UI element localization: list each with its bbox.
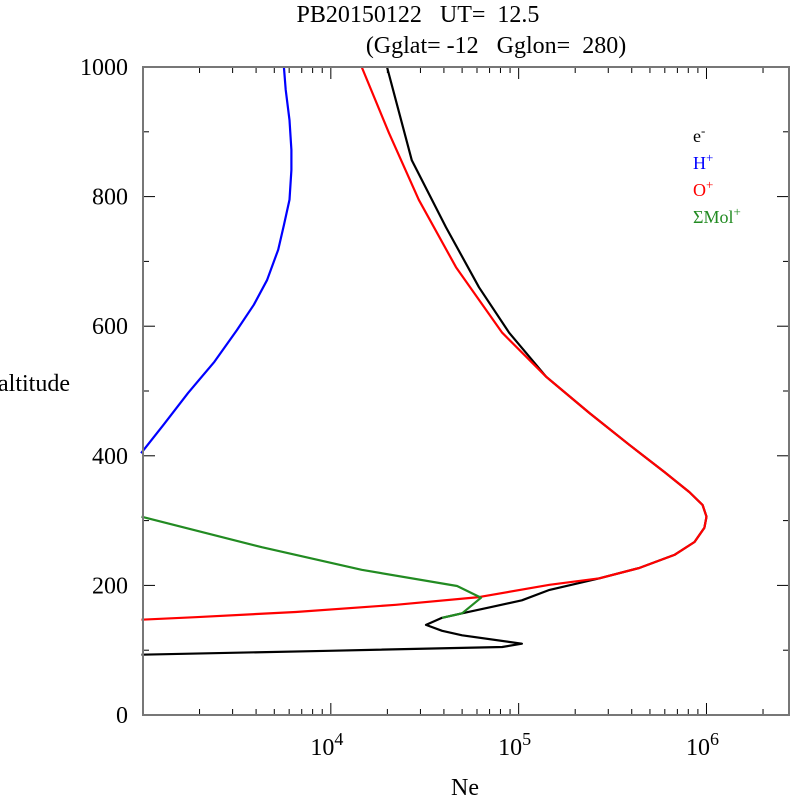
series-line-mol [141,515,483,619]
series-line-e [141,66,708,656]
x-tick-label: 105 [498,729,531,761]
legend-label-sup: - [701,123,705,138]
x-tick-label-base: 10 [686,735,710,761]
legend-label-sup: + [706,177,713,192]
legend-entry-1: e- [693,123,705,146]
chart-title: PB20150122 UT= 12.5 [297,2,540,28]
x-axis-label: Ne [451,775,479,796]
plot-frame [142,66,790,716]
y-tick-label: 200 [92,573,128,599]
legend-label: H [693,153,706,173]
y-tick-label: 600 [92,314,128,340]
y-tick-label: 800 [92,185,128,211]
chart-subtitle: (Gglat= -12 Gglon= 280) [366,33,626,59]
x-tick-label: 106 [686,729,719,761]
legend-entry-4: ΣMol+ [693,204,741,227]
x-tick-labels: 104 105 106 [310,729,719,761]
legend-label-sup: + [733,204,740,219]
x-tick-label-exponent: 5 [522,729,531,749]
y-axis-label: altitude [0,371,70,397]
legend: e-H+O+ΣMol+ [693,123,741,227]
legend-label: ΣMol [693,207,733,227]
x-tick-label-base: 10 [310,735,334,761]
series-line-o [141,66,708,621]
legend-entry-3: O+ [693,177,713,200]
x-tick-label-base: 10 [498,735,522,761]
x-tick-label-exponent: 4 [334,729,343,749]
legend-label: O [693,180,706,200]
y-tick-label: 1000 [80,55,128,81]
x-tick-label-exponent: 6 [710,729,719,749]
x-tick-label: 104 [310,729,343,761]
y-tick-label: 400 [92,444,128,470]
legend-label: e [693,126,701,146]
y-tick-label: 0 [116,703,128,729]
legend-label-sup: + [706,150,713,165]
series-line-h [140,66,293,454]
series-layer [140,66,708,656]
legend-entry-2: H+ [693,150,713,173]
y-tick-labels: 0 200 400 600 800 1000 [80,55,128,729]
